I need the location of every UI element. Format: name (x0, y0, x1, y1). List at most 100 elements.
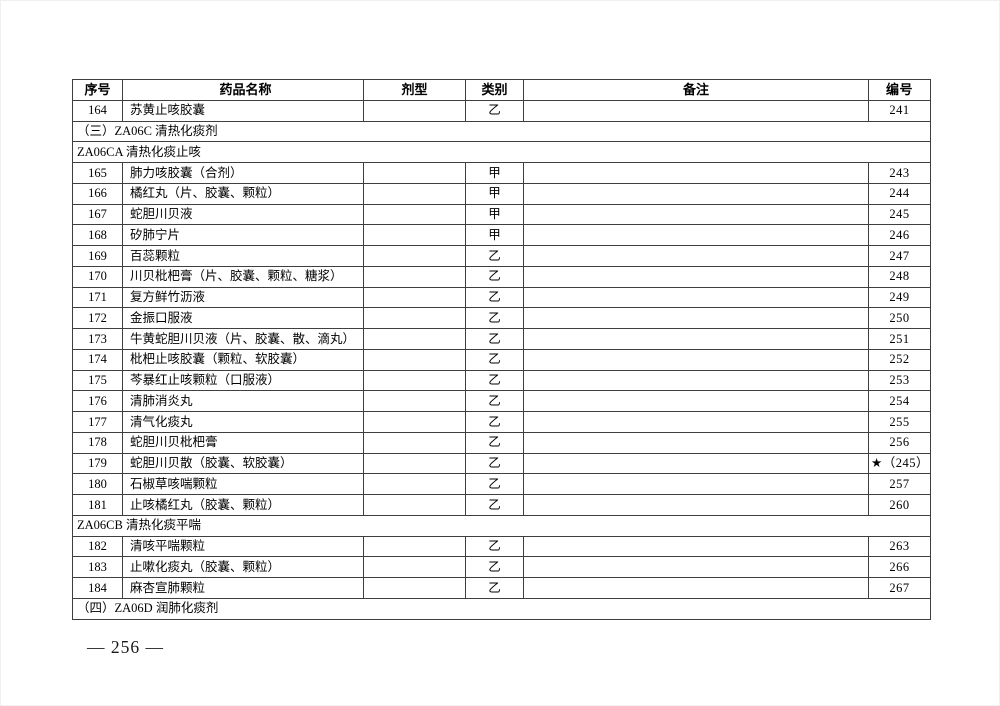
cell-code: 257 (868, 473, 931, 495)
cell-code: 253 (868, 369, 931, 392)
cell-category: 乙 (465, 99, 524, 122)
cell-index: 176 (72, 390, 123, 412)
cell-name: 肺力咳胶囊（合剂） (122, 162, 364, 184)
cell-category: 乙 (465, 556, 524, 578)
cell-code: ★（245） (868, 452, 931, 475)
cell-code: 250 (868, 307, 931, 329)
cell-form (363, 390, 466, 412)
table-row: 179 蛇胆川贝散（胶囊、软胶囊） 乙 ★（245） (72, 452, 931, 475)
cell-form (363, 473, 466, 495)
section-label: ZA06CA 清热化痰止咳 (72, 141, 931, 163)
section-row: （三）ZA06C 清热化痰剂 (72, 120, 931, 143)
cell-name: 矽肺宁片 (122, 224, 364, 246)
cell-name: 芩暴红止咳颗粒（口服液） (122, 369, 364, 392)
cell-code: 260 (868, 494, 931, 516)
cell-index: 167 (72, 203, 123, 226)
cell-name: 橘红丸（片、胶囊、颗粒） (122, 182, 364, 205)
table-row: 168 矽肺宁片 甲 246 (72, 224, 931, 246)
cell-index: 164 (72, 99, 123, 122)
column-header-form: 剂型 (363, 79, 466, 101)
cell-name: 麻杏宣肺颗粒 (122, 577, 364, 599)
cell-index: 171 (72, 286, 123, 309)
cell-category: 乙 (465, 348, 524, 371)
cell-category: 乙 (465, 431, 524, 454)
cell-category: 乙 (465, 369, 524, 392)
cell-form (363, 307, 466, 329)
cell-index: 181 (72, 494, 123, 516)
table-row: 171 复方鲜竹沥液 乙 249 (72, 286, 931, 309)
cell-form (363, 431, 466, 454)
cell-code: 256 (868, 431, 931, 454)
cell-name: 石椒草咳喘颗粒 (122, 473, 364, 495)
table-row: 183 止嗽化痰丸（胶囊、颗粒） 乙 266 (72, 556, 931, 578)
cell-index: 173 (72, 328, 123, 350)
cell-name: 苏黄止咳胶囊 (122, 99, 364, 122)
column-header-index: 序号 (72, 79, 123, 101)
drug-table: 序号 药品名称 剂型 类别 备注 编号 164 苏黄止咳胶囊乙 241 （三）ZA06… (72, 79, 931, 620)
cell-index: 180 (72, 473, 123, 495)
section-label: （四）ZA06D 润肺化痰剂 (72, 597, 931, 620)
table-row: 180 石椒草咳喘颗粒 乙 257 (72, 473, 931, 495)
cell-index: 178 (72, 431, 123, 454)
cell-form (363, 348, 466, 371)
cell-code: 248 (868, 265, 931, 288)
drug-table-body: 164 苏黄止咳胶囊乙 241 （三）ZA06C 清热化痰剂 ZA06CA 清热化痰止咳… (72, 99, 931, 620)
cell-form (363, 286, 466, 309)
cell-category: 甲 (465, 203, 524, 226)
cell-remark (523, 328, 869, 350)
table-row: 178 蛇胆川贝枇杷膏 乙 256 (72, 431, 931, 454)
cell-remark (523, 286, 869, 309)
cell-form (363, 494, 466, 516)
cell-remark (523, 307, 869, 329)
cell-name: 川贝枇杷膏（片、胶囊、颗粒、糖浆） (122, 265, 364, 288)
cell-name: 蛇胆川贝散（胶囊、软胶囊） (122, 452, 364, 475)
table-row: 170 川贝枇杷膏（片、胶囊、颗粒、糖浆） 乙 248 (72, 265, 931, 288)
cell-remark (523, 99, 869, 122)
cell-form (363, 99, 466, 122)
cell-code: 246 (868, 224, 931, 246)
table-row: 177 清气化痰丸 乙 255 (72, 411, 931, 433)
cell-category: 乙 (465, 452, 524, 475)
cell-remark (523, 556, 869, 578)
cell-category: 乙 (465, 411, 524, 433)
cell-index: 179 (72, 452, 123, 475)
page-number: — 256 — (87, 637, 164, 657)
cell-category: 乙 (465, 494, 524, 516)
cell-index: 166 (72, 182, 123, 205)
cell-category: 乙 (465, 245, 524, 267)
cell-index: 170 (72, 265, 123, 288)
cell-form (363, 452, 466, 475)
cell-form (363, 556, 466, 578)
table-row: 165 肺力咳胶囊（合剂） 甲 243 (72, 162, 931, 184)
cell-index: 172 (72, 307, 123, 329)
cell-code: 263 (868, 535, 931, 558)
cell-name: 止咳橘红丸（胶囊、颗粒） (122, 494, 364, 516)
table-row: 167 蛇胆川贝液 甲 245 (72, 203, 931, 226)
cell-remark (523, 182, 869, 205)
drug-table-header: 序号 药品名称 剂型 类别 备注 编号 (72, 79, 931, 101)
cell-code: 244 (868, 182, 931, 205)
cell-name: 止嗽化痰丸（胶囊、颗粒） (122, 556, 364, 578)
cell-form (363, 162, 466, 184)
column-header-code: 编号 (868, 79, 931, 101)
cell-category: 乙 (465, 286, 524, 309)
cell-name: 枇杷止咳胶囊（颗粒、软胶囊） (122, 348, 364, 371)
header-row: 序号 药品名称 剂型 类别 备注 编号 (72, 79, 931, 101)
cell-remark (523, 390, 869, 412)
cell-index: 174 (72, 348, 123, 371)
cell-code: 251 (868, 328, 931, 350)
section-row: ZA06CB 清热化痰平喘 (72, 514, 931, 537)
cell-form (363, 535, 466, 558)
cell-index: 175 (72, 369, 123, 392)
cell-remark (523, 452, 869, 475)
column-header-remark: 备注 (523, 79, 869, 101)
cell-category: 乙 (465, 577, 524, 599)
cell-form (363, 369, 466, 392)
cell-category: 乙 (465, 328, 524, 350)
cell-code: 243 (868, 162, 931, 184)
table-row: 164 苏黄止咳胶囊 乙 241 (72, 99, 931, 122)
cell-index: 168 (72, 224, 123, 246)
cell-remark (523, 348, 869, 371)
cell-form (363, 182, 466, 205)
cell-code: 245 (868, 203, 931, 226)
